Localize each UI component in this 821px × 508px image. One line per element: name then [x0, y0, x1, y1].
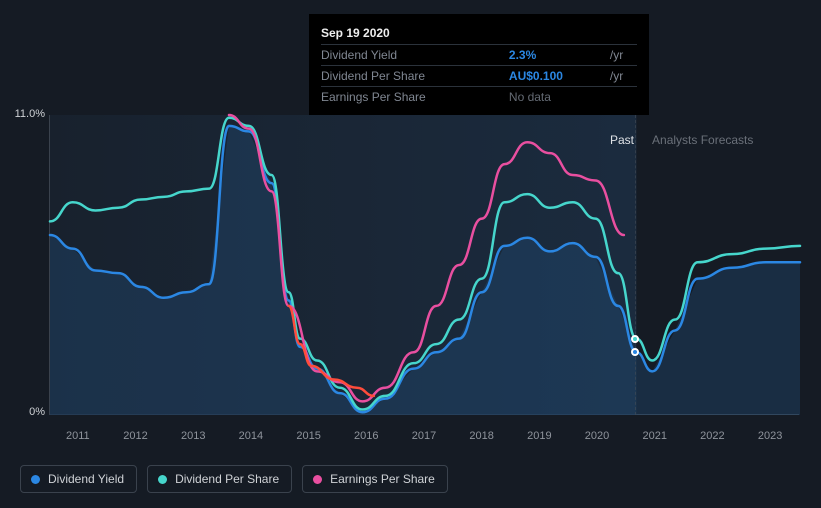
- x-axis-year-label: 2018: [453, 430, 511, 442]
- x-axis-labels: 2011201220132014201520162017201820192020…: [49, 430, 799, 442]
- legend-label: Dividend Per Share: [175, 472, 279, 486]
- tooltip-table: Dividend Yield2.3%/yr Dividend Per ShareA…: [321, 44, 637, 107]
- tooltip-row-nodata: No data: [509, 87, 637, 108]
- y-axis-min-label: 0%: [29, 406, 45, 418]
- legend-label: Earnings Per Share: [330, 472, 435, 486]
- y-axis-max-label: 11.0%: [15, 108, 45, 120]
- chart-legend: Dividend Yield Dividend Per Share Earnings…: [20, 465, 448, 493]
- x-axis-year-label: 2014: [222, 430, 280, 442]
- chart-container: 11.0% 0% Past Analysts Forecasts 2011201…: [0, 100, 821, 455]
- chart-tooltip: Sep 19 2020 Dividend Yield2.3%/yrDividen…: [309, 14, 649, 115]
- legend-dot-icon: [31, 475, 40, 484]
- past-label: Past: [610, 133, 634, 147]
- x-axis-year-label: 2016: [337, 430, 395, 442]
- legend-dot-icon: [313, 475, 322, 484]
- tooltip-row-label: Dividend Per Share: [321, 66, 509, 87]
- chart-svg: [50, 115, 800, 415]
- tooltip-row-unit: /yr: [606, 66, 637, 87]
- x-axis-year-label: 2023: [741, 430, 799, 442]
- x-axis-year-label: 2022: [684, 430, 742, 442]
- tooltip-row-label: Dividend Yield: [321, 45, 509, 66]
- x-axis-year-label: 2013: [164, 430, 222, 442]
- legend-dot-icon: [158, 475, 167, 484]
- tooltip-row-value: 2.3%: [509, 45, 606, 66]
- x-axis-year-label: 2015: [280, 430, 338, 442]
- x-axis-year-label: 2019: [511, 430, 569, 442]
- x-axis-year-label: 2020: [568, 430, 626, 442]
- tooltip-row-value: AU$0.100: [509, 66, 606, 87]
- legend-label: Dividend Yield: [48, 472, 124, 486]
- x-axis-year-label: 2021: [626, 430, 684, 442]
- chart-marker: [631, 348, 639, 356]
- tooltip-row-label: Earnings Per Share: [321, 87, 509, 108]
- chart-plot-area[interactable]: [49, 115, 799, 415]
- legend-item[interactable]: Earnings Per Share: [302, 465, 448, 493]
- forecast-label: Analysts Forecasts: [652, 133, 753, 147]
- tooltip-row-unit: /yr: [606, 45, 637, 66]
- period-labels: Past Analysts Forecasts: [610, 133, 753, 147]
- x-axis-year-label: 2017: [395, 430, 453, 442]
- x-axis-year-label: 2011: [49, 430, 107, 442]
- chart-marker: [631, 335, 639, 343]
- legend-item[interactable]: Dividend Per Share: [147, 465, 292, 493]
- tooltip-title: Sep 19 2020: [321, 22, 637, 44]
- legend-item[interactable]: Dividend Yield: [20, 465, 137, 493]
- hover-indicator-line: [635, 115, 636, 415]
- x-axis-year-label: 2012: [107, 430, 165, 442]
